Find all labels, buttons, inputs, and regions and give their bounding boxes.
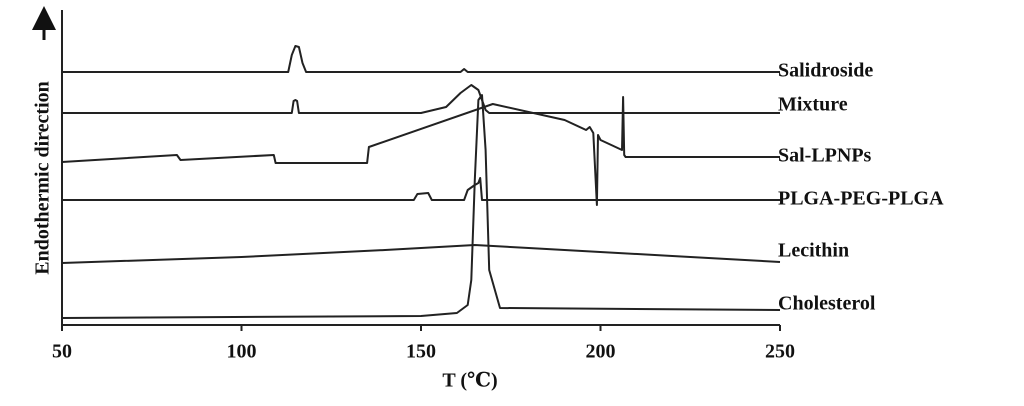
curve	[62, 45, 780, 73]
x-tick-label: 100	[227, 341, 257, 363]
series-label: Cholesterol	[778, 293, 876, 315]
series-label: Salidroside	[778, 60, 873, 82]
x-axis-label: T (℃)	[442, 370, 497, 392]
x-tick-label: 150	[406, 341, 436, 363]
x-tick-label: 200	[586, 341, 616, 363]
curve	[61, 96, 780, 206]
curve	[61, 94, 781, 319]
curve	[61, 244, 781, 264]
x-tick-label: 50	[52, 341, 72, 363]
x-tick-label: 250	[765, 341, 795, 363]
series-label: Sal-LPNPs	[778, 145, 872, 167]
series-label: Lecithin	[778, 240, 849, 262]
y-axis-label: Endothermic direction	[32, 81, 54, 275]
curve	[62, 84, 780, 114]
curve	[62, 177, 780, 201]
series-label: PLGA-PEG-PLGA	[778, 188, 944, 210]
series-label: Mixture	[778, 94, 848, 116]
